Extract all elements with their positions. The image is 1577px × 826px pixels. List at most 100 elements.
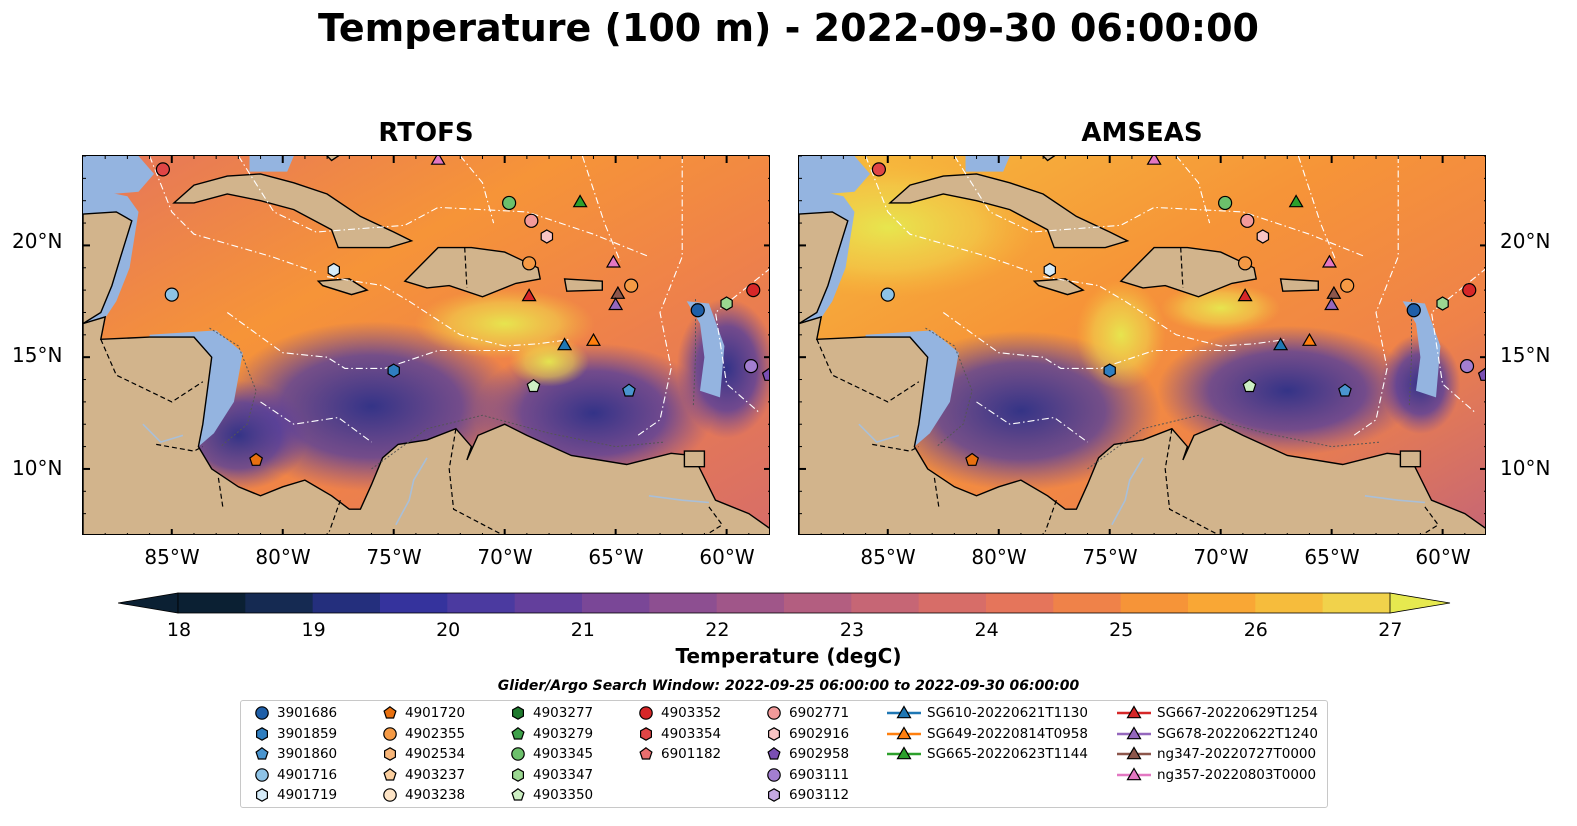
legend-item: ng357-20220803T0000 xyxy=(1117,765,1316,785)
colorbar-bin xyxy=(1188,593,1256,613)
platform-marker-hexagon xyxy=(1103,363,1116,378)
colorbar-bin xyxy=(851,593,920,613)
colorbar-bin xyxy=(1053,593,1122,613)
panel-title-amseas: AMSEAS xyxy=(1081,118,1203,148)
legend-hexagon-icon xyxy=(639,726,652,741)
amseas-map[interactable] xyxy=(798,155,1486,535)
eez-boundary xyxy=(226,312,523,369)
legend-label: SG665-20220623T1144 xyxy=(927,746,1088,762)
colorbar-bin xyxy=(918,593,987,613)
legend-triangle-icon xyxy=(896,705,912,719)
colorbar-extend-max xyxy=(1389,592,1451,614)
land-puertoRico xyxy=(563,278,603,292)
platform-marker-circle xyxy=(1459,359,1475,374)
colorbar-tick: 25 xyxy=(1109,619,1134,641)
eez-boundary xyxy=(976,401,1088,443)
legend-marker-icon xyxy=(255,747,269,760)
platform-marker-hexagon xyxy=(1043,262,1056,278)
colorbar-tick: 20 xyxy=(436,619,461,641)
legend-marker-icon xyxy=(639,747,653,760)
legend-pentagon-icon xyxy=(255,747,269,760)
eez-boundary xyxy=(149,156,317,273)
legend-item: SG667-20220629T1254 xyxy=(1117,703,1318,723)
legend-item: 4903279 xyxy=(509,724,593,744)
colorbar-bin xyxy=(514,593,583,613)
legend-triangle-icon xyxy=(1126,705,1142,719)
legend-triangle-icon xyxy=(1126,766,1142,780)
platform-marker-pentagon xyxy=(1242,378,1257,393)
lon-label-75w-right: 75°W xyxy=(1082,545,1138,569)
eez-boundary xyxy=(260,401,372,443)
lon-label-80w-left: 80°W xyxy=(255,545,311,569)
bahamas-bank xyxy=(965,156,1010,172)
eez-boundary xyxy=(714,268,769,414)
legend-hexagon-icon xyxy=(383,747,396,761)
colorbar-bin xyxy=(986,593,1054,613)
colorbar-bin xyxy=(649,593,718,613)
colorbar-tick: 18 xyxy=(166,619,192,641)
river xyxy=(1111,457,1144,526)
legend-item: 4903238 xyxy=(381,785,465,805)
figure-title: Temperature (100 m) - 2022-09-30 06:00:0… xyxy=(317,6,1259,50)
platform-marker-circle xyxy=(524,213,539,228)
legend-marker-icon xyxy=(767,767,781,782)
legend-marker-icon xyxy=(887,725,921,739)
platform-marker-triangle xyxy=(608,297,624,311)
legend-label: 4903238 xyxy=(405,787,466,803)
eez-boundary xyxy=(865,156,1033,273)
legend-pentagon-icon xyxy=(383,706,397,719)
platform-marker-circle xyxy=(743,359,759,374)
legend-item: 6901182 xyxy=(637,744,721,764)
colorbar-tick: 19 xyxy=(301,619,326,641)
colorbar-tick: 24 xyxy=(974,619,999,641)
platform-marker-circle xyxy=(1406,303,1421,318)
colorbar-tick: 22 xyxy=(705,619,730,641)
legend-circle-icon xyxy=(255,706,269,720)
colorbar-bin xyxy=(582,593,650,613)
platform-markers xyxy=(155,156,769,466)
platform-marker-circle xyxy=(1340,278,1355,293)
legend-item: 6902771 xyxy=(765,703,849,723)
lat-label-15n-right: 15°N xyxy=(1500,343,1551,367)
legend-marker-icon xyxy=(887,705,921,719)
colorbar-bin xyxy=(1120,593,1189,613)
land-bahamas1 xyxy=(326,156,340,162)
legend-label: 4903350 xyxy=(533,787,594,803)
national-border xyxy=(100,339,204,403)
legend-marker-icon xyxy=(383,706,397,719)
rtofs-map[interactable] xyxy=(82,155,770,535)
lon-label-75w-left: 75°W xyxy=(366,545,422,569)
legend-marker-icon xyxy=(767,747,781,760)
platform-marker-circle xyxy=(880,287,895,302)
platform-marker-triangle xyxy=(1273,337,1289,351)
legend-triangle-icon xyxy=(896,746,912,760)
legend-marker-icon xyxy=(255,706,269,720)
legend-label: 4901720 xyxy=(405,705,466,721)
river xyxy=(395,457,428,526)
platform-marker-pentagon xyxy=(249,452,264,466)
platform-marker-triangle xyxy=(1237,288,1253,302)
legend-label: 3901860 xyxy=(277,746,338,762)
legend-label: 4902355 xyxy=(405,725,466,742)
colorbar-tick: 27 xyxy=(1378,619,1403,641)
eez-boundary xyxy=(1297,156,1337,262)
legend-marker-icon xyxy=(767,788,780,802)
legend-label: 6902771 xyxy=(789,705,850,721)
land-yucatan xyxy=(799,211,849,325)
legend-hexagon-icon xyxy=(255,788,268,802)
legend-label: ng357-20220803T0000 xyxy=(1157,766,1317,783)
gulf-of-mexico xyxy=(799,156,870,197)
legend-item: 4903345 xyxy=(509,744,593,764)
lon-label-85w-right: 85°W xyxy=(860,545,916,569)
national-border xyxy=(816,339,920,403)
legend-label: 6903111 xyxy=(789,766,850,783)
legend-label: 6902916 xyxy=(789,725,850,742)
legend-item: 4902534 xyxy=(381,744,465,764)
legend-label: 3901859 xyxy=(277,725,338,742)
legend-hexagon-icon xyxy=(767,726,780,741)
legend-label: 6902958 xyxy=(789,746,850,762)
legend-circle-icon xyxy=(383,788,397,802)
platform-marker-pentagon xyxy=(761,367,769,381)
colorbar-bin xyxy=(447,593,516,613)
national-border xyxy=(1422,506,1440,534)
